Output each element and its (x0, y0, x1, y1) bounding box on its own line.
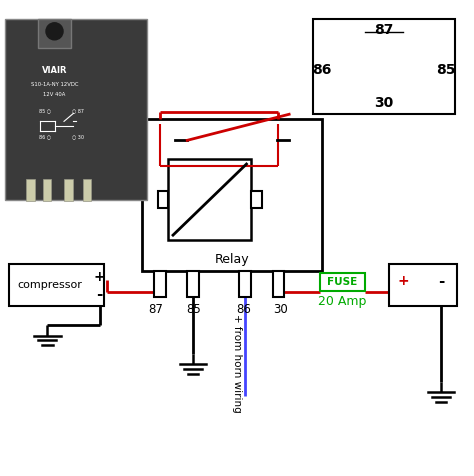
Text: 30: 30 (374, 95, 393, 109)
Text: 86: 86 (236, 303, 251, 316)
Text: 87: 87 (374, 23, 393, 37)
Bar (64, 180, 73, 201)
Text: 85 ○: 85 ○ (39, 108, 51, 113)
Bar (239, 271, 251, 297)
Bar (26, 180, 35, 201)
Text: compressor: compressor (18, 279, 82, 289)
Text: 86: 86 (312, 63, 331, 77)
Text: ○ 30: ○ 30 (72, 134, 84, 139)
Bar (9, 264, 104, 307)
Text: ○ 87: ○ 87 (72, 108, 84, 113)
Bar (158, 192, 168, 208)
Text: +: + (94, 270, 105, 284)
Text: -: - (96, 287, 103, 301)
Bar (251, 192, 262, 208)
Text: -: - (438, 273, 444, 288)
Bar (389, 264, 457, 307)
Text: 87: 87 (148, 303, 163, 316)
Bar (168, 160, 251, 240)
Text: 85: 85 (436, 63, 456, 77)
Text: + from horn wiring: + from horn wiring (232, 314, 242, 412)
Text: 86 ○: 86 ○ (39, 134, 51, 139)
Bar (83, 180, 91, 201)
Text: Relay: Relay (215, 253, 250, 266)
Text: 12V 40A: 12V 40A (43, 92, 66, 97)
Bar (273, 271, 284, 297)
Bar (5, 20, 147, 200)
Text: 85: 85 (187, 303, 201, 316)
Bar (154, 271, 166, 297)
Text: 20 Amp: 20 Amp (318, 294, 366, 307)
Bar (187, 271, 199, 297)
Bar (43, 180, 51, 201)
Text: +: + (397, 274, 409, 288)
Bar (142, 120, 322, 271)
Text: FUSE: FUSE (327, 277, 357, 287)
Bar (313, 20, 455, 115)
Text: VIAIR: VIAIR (42, 66, 67, 75)
Text: S10-1A-NY 12VDC: S10-1A-NY 12VDC (31, 82, 78, 87)
Circle shape (46, 24, 63, 41)
Bar (320, 273, 365, 291)
Bar (38, 20, 71, 49)
Text: 30: 30 (273, 303, 288, 316)
